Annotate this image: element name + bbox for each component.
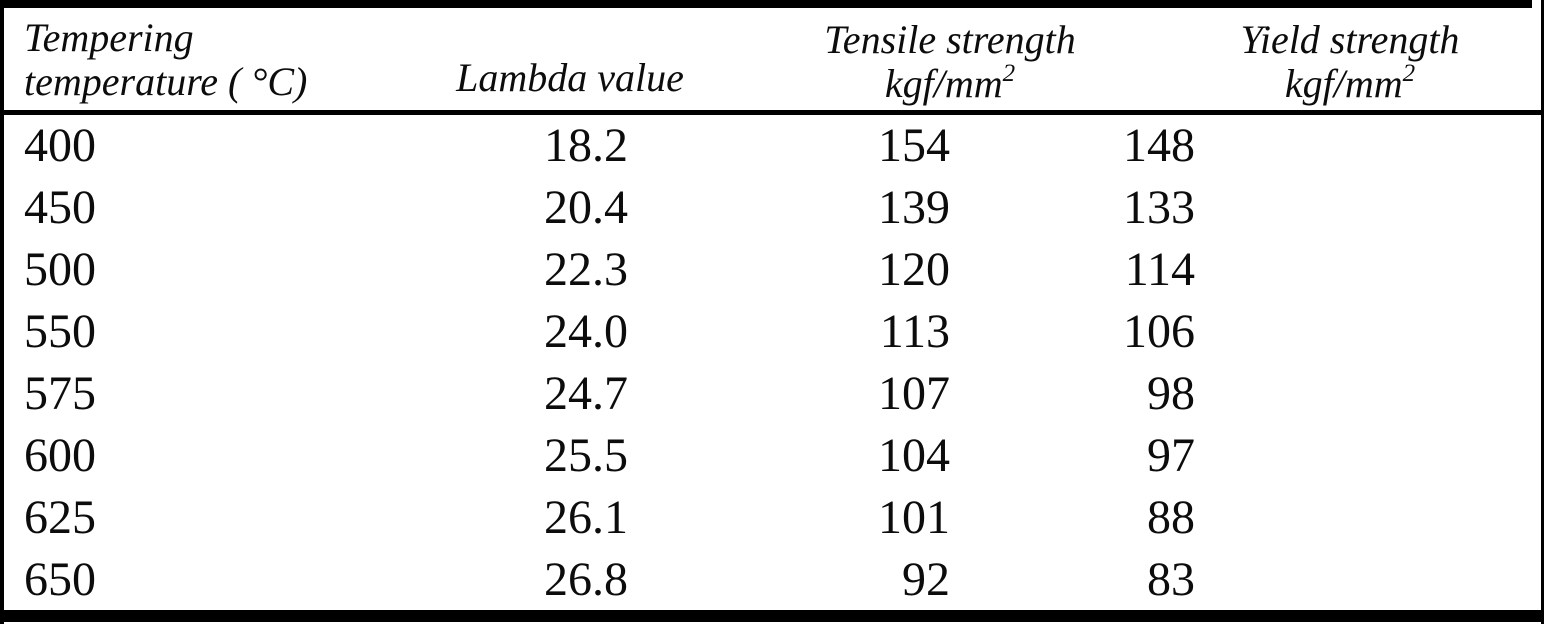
header-lambda-value: Lambda value (456, 55, 684, 100)
cell-lambda: 25.5 (544, 428, 628, 482)
cell-tensile: 104 (878, 428, 950, 482)
cell-temp: 575 (24, 366, 96, 420)
cell-lambda: 18.2 (544, 119, 628, 173)
cell-tensile: 139 (878, 181, 950, 235)
cell-temp: 450 (24, 181, 96, 235)
header-tensile-line1: Tensile strength (824, 17, 1076, 62)
cell-tensile: 101 (878, 490, 950, 544)
table-row: 550 24.0 113 106 (0, 301, 1544, 363)
cell-yield: 83 (1147, 552, 1195, 606)
cell-lambda: 26.1 (544, 490, 628, 544)
table-row: 650 26.8 92 83 (0, 548, 1544, 610)
header-tensile-unit: kgf/mm2 (884, 60, 1016, 106)
scan-right-edge (1541, 0, 1544, 624)
cell-temp: 650 (24, 552, 96, 606)
table-header-row: Tempering temperature ( °C) Lambda value… (0, 8, 1544, 110)
superscript-2: 2 (1402, 60, 1416, 87)
table-row: 400 18.2 154 148 (0, 115, 1544, 177)
cell-yield: 88 (1147, 490, 1195, 544)
table-row: 600 25.5 104 97 (0, 424, 1544, 486)
header-tensile-strength: Tensile strength kgf/mm2 (790, 18, 1110, 112)
table-body: 400 18.2 154 148 450 20.4 139 133 500 22… (0, 115, 1544, 610)
cell-yield: 97 (1147, 428, 1195, 482)
header-tempering-temperature: Tempering temperature ( °C) (24, 16, 307, 104)
cell-tensile: 92 (902, 552, 950, 606)
header-tempering-line2: temperature ( °C) (24, 59, 308, 104)
cell-temp: 600 (24, 428, 96, 482)
superscript-2: 2 (1002, 60, 1016, 87)
cell-lambda: 26.8 (544, 552, 628, 606)
cell-yield: 148 (1123, 119, 1195, 173)
cell-lambda: 24.0 (544, 305, 628, 359)
scan-left-edge (0, 0, 4, 624)
cell-yield: 98 (1147, 366, 1195, 420)
header-yield-unit: kgf/mm2 (1284, 60, 1416, 106)
cell-temp: 500 (24, 243, 96, 297)
table-row: 450 20.4 139 133 (0, 177, 1544, 239)
cell-tensile: 113 (879, 305, 950, 359)
cell-temp: 550 (24, 305, 96, 359)
table-row: 500 22.3 120 114 (0, 239, 1544, 301)
cell-yield: 133 (1123, 181, 1195, 235)
cell-temp: 625 (24, 490, 96, 544)
table-row: 625 26.1 101 88 (0, 486, 1544, 548)
cell-temp: 400 (24, 119, 96, 173)
cell-lambda: 20.4 (544, 181, 628, 235)
cell-yield: 106 (1123, 305, 1195, 359)
cell-tensile: 120 (878, 243, 950, 297)
cell-lambda: 24.7 (544, 366, 628, 420)
header-yield-line1: Yield strength (1240, 17, 1460, 62)
table-bottom-rule (0, 610, 1544, 622)
table-top-rule (0, 0, 1532, 8)
header-yield-strength: Yield strength kgf/mm2 (1190, 18, 1510, 112)
table-row: 575 24.7 107 98 (0, 363, 1544, 425)
cell-tensile: 107 (878, 366, 950, 420)
header-tempering-line1: Tempering (24, 15, 194, 60)
cell-lambda: 22.3 (544, 243, 628, 297)
header-separator-rule (0, 110, 1544, 115)
cell-yield: 114 (1124, 243, 1195, 297)
cell-tensile: 154 (878, 119, 950, 173)
